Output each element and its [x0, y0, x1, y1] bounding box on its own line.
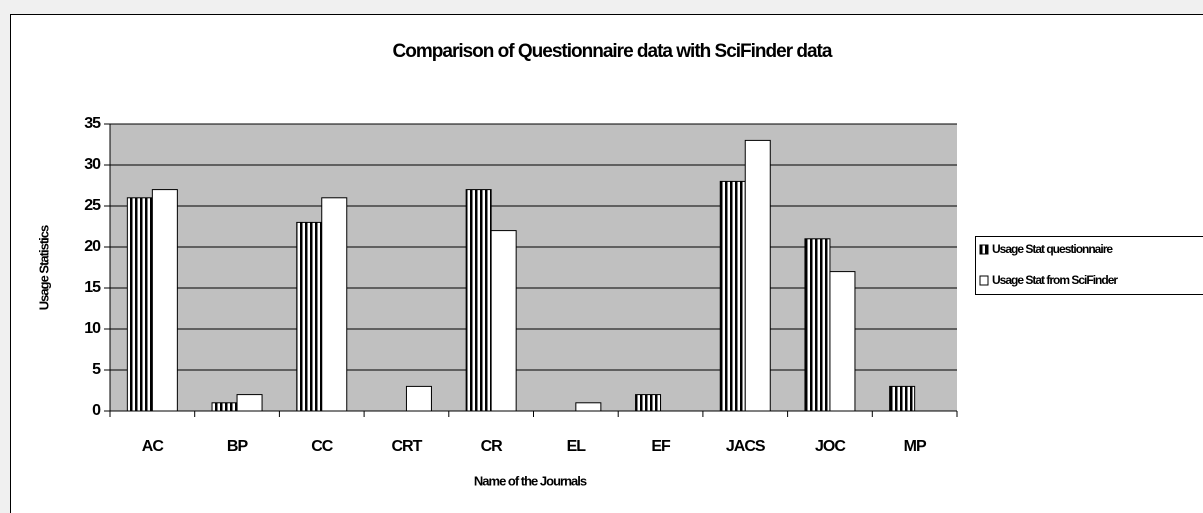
- bar: [465, 189, 492, 412]
- bar: [296, 221, 323, 412]
- bar: [126, 197, 153, 412]
- y-tick-label: 10: [84, 320, 101, 337]
- bar: [635, 394, 662, 412]
- bar: [151, 189, 178, 412]
- bar: [804, 238, 831, 412]
- bar: [321, 197, 348, 412]
- x-tick-label: JOC: [815, 438, 846, 455]
- x-axis-title: Name of the Journals: [474, 473, 587, 488]
- legend-box: [975, 236, 1203, 295]
- bar: [719, 180, 746, 412]
- y-tick-label: 5: [92, 361, 101, 378]
- y-tick-label: 15: [84, 279, 101, 296]
- bar: [829, 271, 856, 412]
- y-tick-label: 30: [84, 156, 101, 173]
- x-tick-label: EL: [567, 438, 587, 455]
- x-tick-label: JACS: [726, 438, 766, 455]
- x-tick-label: BP: [227, 438, 249, 455]
- x-tick-label: CC: [311, 438, 334, 455]
- bar: [236, 394, 263, 412]
- x-tick-label: CR: [481, 438, 504, 455]
- plot-area: 0 5 10 15 20 25 30 35 AC BP CC CRT CR EL EF JACS JOC MP: [84, 115, 958, 455]
- x-tick-label: CRT: [392, 438, 423, 455]
- legend-label: Usage Stat questionnaire: [992, 242, 1113, 256]
- x-tick-label: EF: [651, 438, 671, 455]
- y-axis-title: Usage Statistics: [36, 225, 51, 310]
- bar: [405, 385, 432, 412]
- y-tick-label: 35: [84, 115, 101, 132]
- bar: [744, 139, 771, 412]
- legend: Usage Stat questionnaire Usage Stat from …: [975, 236, 1203, 295]
- chart-title: Comparison of Questionnaire data with Sc…: [393, 41, 833, 62]
- x-tick-label: AC: [142, 438, 165, 455]
- y-tick-label: 25: [84, 197, 101, 214]
- legend-swatch: [979, 275, 989, 286]
- legend-swatch: [979, 244, 989, 255]
- x-tick-label: MP: [904, 438, 927, 455]
- y-tick-label: 0: [92, 402, 101, 419]
- bar: [211, 402, 238, 412]
- bar: [490, 230, 517, 412]
- legend-label: Usage Stat from SciFinder: [992, 273, 1118, 287]
- bar: [889, 385, 916, 412]
- bar: [575, 402, 602, 412]
- y-tick-label: 20: [84, 238, 101, 255]
